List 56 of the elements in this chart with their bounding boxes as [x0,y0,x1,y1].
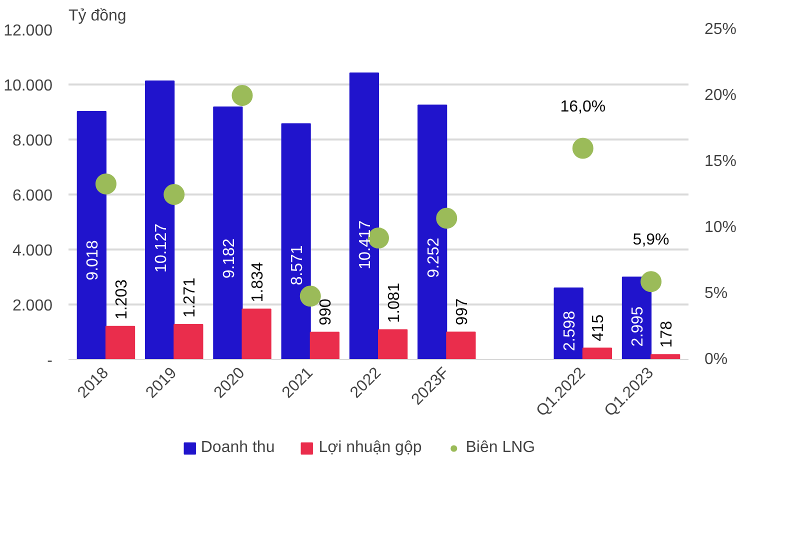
y2-tick-label: 20% [704,87,737,104]
bar [213,106,243,360]
bar [105,326,136,360]
bar [418,104,448,360]
y-axis-title: Tỷ đồng [68,8,126,24]
bar [76,111,106,360]
data-label: 1.081 [386,282,403,323]
point [232,85,253,106]
data-label: 1.834 [250,262,267,302]
point [95,173,116,194]
point [300,286,321,307]
bar [650,354,680,360]
y2-tick-label: 15% [704,153,737,170]
data-label: 2.598 [562,310,579,351]
data-label: 10.127 [152,224,170,273]
bar [310,332,340,360]
legend-label: Biên LNG [466,439,536,457]
data-label: 5,9% [632,232,670,249]
data-label: 9.018 [84,240,102,280]
data-label: 16,0% [560,98,606,116]
y2-tick-label: 0% [704,351,728,368]
data-label: 10.417 [357,220,374,270]
bar [349,72,379,360]
data-label: 8.571 [289,245,306,286]
y-tick-label: 6.000 [12,188,53,204]
y-tick-label: 12.000 [4,22,53,40]
y2-tick-label: 25% [704,21,737,38]
data-label: 415 [590,314,608,342]
bar [144,80,175,360]
data-label: 997 [454,298,471,326]
bar [281,123,311,360]
y-tick-label: 4.000 [12,242,53,260]
data-label: 9.252 [425,238,442,278]
legend-label: Lợi nhuận gộp [318,439,422,457]
point [572,138,594,159]
y-tick-label: 2.000 [12,298,53,314]
data-label: 1.203 [113,279,130,320]
point [436,208,458,229]
y-tick-label: - [47,352,52,370]
data-label: 2.995 [630,306,647,347]
point [164,184,185,205]
data-label: 990 [318,298,335,326]
y-tick-label: 10.000 [4,78,53,94]
bar [446,332,476,360]
point [640,271,662,292]
data-label: 9.182 [220,238,238,279]
bar [242,308,272,360]
y-tick-label: 8.000 [12,132,53,150]
data-label: 1.271 [181,278,198,318]
y2-tick-label: 5% [704,285,728,302]
legend-label: Doanh thu [200,439,275,457]
bar [378,329,408,360]
data-label: 178 [658,320,676,348]
bar [174,324,204,360]
y2-tick-label: 10% [704,219,737,236]
bar [582,348,612,360]
